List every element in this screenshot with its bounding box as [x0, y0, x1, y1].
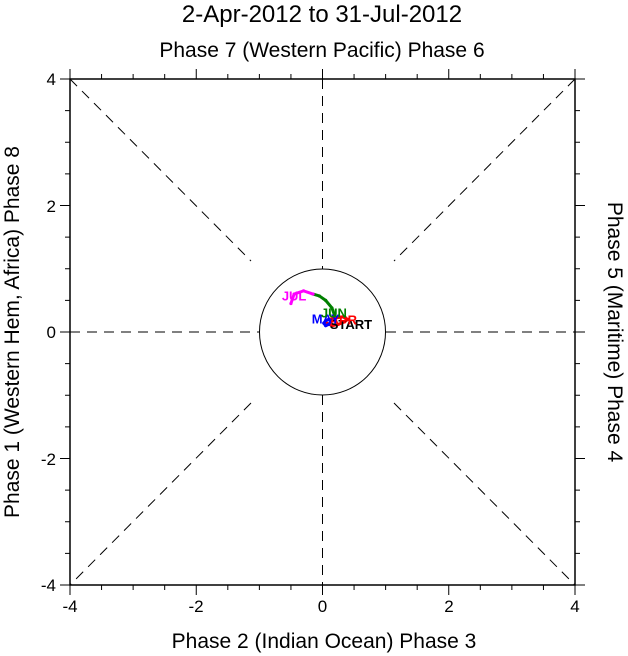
diagonal-line-upper-left — [69, 78, 252, 262]
y-tick-labels: 4 2 0 -2 -4 — [41, 70, 56, 595]
y-tick-label: -2 — [41, 450, 56, 469]
chart-title: 2-Apr-2012 to 31-Jul-2012 — [182, 1, 462, 28]
series-point — [317, 294, 321, 298]
right-axis-label: Phase 5 (Maritime) Phase 4 — [603, 202, 626, 463]
series-point — [324, 324, 328, 328]
series-point — [289, 301, 293, 306]
series-point — [311, 292, 315, 296]
series-point — [324, 298, 328, 302]
series-point — [327, 317, 331, 321]
y-tick-label: 0 — [47, 323, 56, 342]
y-tick-label: 2 — [47, 197, 56, 216]
month-label: JUN — [321, 306, 347, 321]
x-tick-label: -2 — [188, 597, 203, 616]
series-point — [322, 321, 326, 325]
series-point — [301, 289, 306, 293]
series-point — [324, 319, 328, 323]
series-point — [342, 320, 347, 324]
month-label: APR — [330, 313, 358, 328]
diagonal-line-lower-left — [69, 402, 252, 586]
x-tick-label: 2 — [444, 597, 453, 616]
top-axis-label: Phase 7 (Western Pacific) Phase 6 — [159, 39, 484, 62]
x-tick-label: -4 — [62, 597, 77, 616]
series-line-3 — [289, 289, 315, 306]
series-point — [292, 292, 296, 296]
series-point — [330, 306, 334, 310]
y-tick-label: -4 — [41, 576, 56, 595]
month-label: MAY — [312, 311, 340, 326]
series-point — [330, 319, 334, 323]
diagonal-line-upper-right — [393, 78, 576, 262]
x-tick-label: 0 — [318, 597, 327, 616]
series-point — [341, 315, 345, 319]
month-label: JUL — [282, 289, 307, 304]
diagonal-line-lower-right — [393, 402, 576, 586]
series-point — [333, 315, 337, 319]
month-label: START — [330, 317, 372, 332]
series-point — [327, 322, 331, 327]
bottom-axis-label: Phase 2 (Indian Ocean) Phase 3 — [172, 630, 477, 653]
x-tick-labels: -4 -2 0 2 4 — [62, 597, 579, 616]
left-axis-label: Phase 1 (Western Hem, Africa) Phase 8 — [1, 146, 24, 518]
unit-circle — [259, 268, 386, 396]
phase-lines — [69, 78, 576, 586]
y-tick-label: 4 — [47, 70, 56, 89]
series-point — [336, 322, 340, 327]
series-point — [346, 317, 350, 321]
x-tick-label: 4 — [570, 597, 579, 616]
axis-ticks — [60, 69, 585, 595]
series-layer — [289, 289, 350, 328]
series-point — [330, 324, 334, 328]
